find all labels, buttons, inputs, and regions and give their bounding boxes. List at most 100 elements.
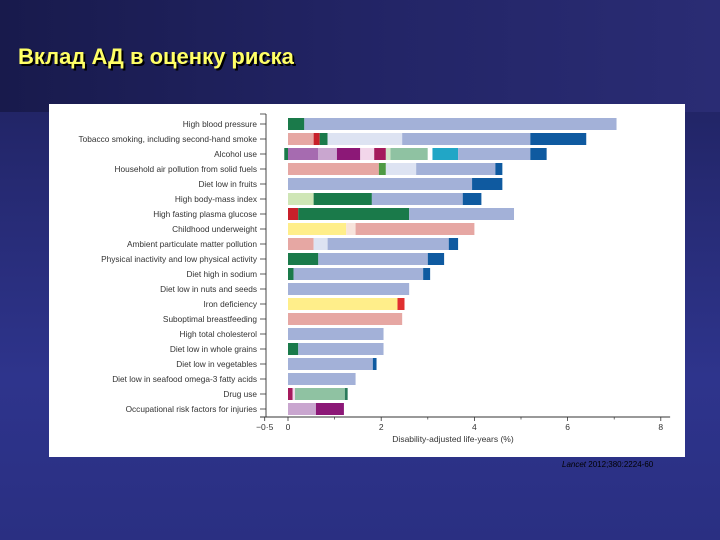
bar-segment [530, 148, 547, 160]
category-label: Ambient particulate matter pollution [127, 239, 257, 249]
category-label: Diet low in nuts and seeds [160, 284, 257, 294]
bar-segment [344, 388, 348, 400]
category-label: Tobacco smoking, including second-hand s… [79, 134, 258, 144]
x-axis-label: Disability-adjusted life-years (%) [392, 434, 514, 444]
title-band [0, 0, 720, 112]
bar-segment [423, 268, 431, 280]
bar-segment [288, 298, 398, 310]
bar-segment [288, 313, 403, 325]
bar-segment [427, 148, 433, 160]
category-label: Alcohol use [214, 149, 257, 159]
bar-segment [360, 148, 375, 160]
bar-segment [288, 223, 347, 235]
bar-segment [288, 133, 314, 145]
bar-segment [402, 133, 531, 145]
bar-segment [390, 148, 428, 160]
category-label: Iron deficiency [204, 299, 258, 309]
category-label: High body-mass index [175, 194, 258, 204]
category-label: Diet high in sodium [186, 269, 257, 279]
category-label: High blood pressure [183, 119, 258, 129]
slide-title: Вклад АД в оценку риска [18, 44, 294, 69]
bar-segment [530, 133, 587, 145]
bar-segment [288, 238, 314, 250]
x-tick-label: 0 [286, 422, 291, 432]
bar-segment [284, 148, 288, 160]
bar-segment [288, 178, 473, 190]
bar-segment [292, 388, 295, 400]
bar-segment [313, 133, 320, 145]
bar-segment [495, 163, 503, 175]
bar-segment [327, 238, 449, 250]
bar-segment [288, 283, 410, 295]
bar-segment [293, 268, 424, 280]
bar-segment [409, 208, 515, 220]
bar-segment [378, 163, 386, 175]
x-tick-label: −0·5 [256, 422, 274, 432]
bar-segment [318, 148, 337, 160]
category-label: Occupational risk factors for injuries [126, 404, 257, 414]
category-label: Childhood underweight [172, 224, 258, 234]
bar-segment [318, 253, 428, 265]
bar-segment [304, 118, 617, 130]
bar-segment [427, 253, 445, 265]
bar-segment [288, 403, 316, 415]
chart-panel: High blood pressure Tobacco smoking, incl… [49, 104, 685, 457]
category-label: Diet low in fruits [198, 179, 257, 189]
bar-segment [327, 133, 403, 145]
bar-segment [288, 253, 319, 265]
category-label: Physical inactivity and low physical act… [101, 254, 258, 264]
bar-segment [288, 148, 319, 160]
bar-segment [336, 148, 361, 160]
bar-segment [448, 238, 459, 250]
bar-segment [298, 208, 410, 220]
bar-segment [288, 343, 299, 355]
bar-segment [346, 223, 356, 235]
bar-segment [294, 388, 345, 400]
bar-segment [385, 163, 417, 175]
bar-segment [288, 118, 305, 130]
category-label: Suboptimal breastfeeding [163, 314, 257, 324]
citation-journal: Lancet [562, 460, 587, 469]
bar-segment [462, 193, 482, 205]
bar-segment [372, 358, 377, 370]
category-label: High fasting plasma glucose [153, 209, 257, 219]
citation-reference: 2012;380:2224-60 [588, 460, 654, 469]
bar-segment [313, 193, 372, 205]
bar-segment [385, 148, 391, 160]
bar-segment [288, 328, 384, 340]
bar-segment [288, 373, 356, 385]
chart-axes: −0·5 0 2 4 6 8 [256, 113, 671, 432]
bar-segments [284, 118, 617, 415]
risk-factor-bar-chart: High blood pressure Tobacco smoking, incl… [79, 113, 671, 444]
x-tick-label: 2 [379, 422, 384, 432]
x-tick-label: 4 [472, 422, 477, 432]
category-label: Diet low in whole grains [170, 344, 257, 354]
category-labels: High blood pressure Tobacco smoking, incl… [79, 119, 258, 414]
bar-segment [288, 358, 373, 370]
bar-segment [371, 193, 463, 205]
bar-segment [288, 208, 299, 220]
bar-segment [298, 343, 384, 355]
bar-segment [288, 388, 293, 400]
bar-segment [374, 148, 386, 160]
category-label: High total cholesterol [180, 329, 258, 339]
category-label: Household air pollution from solid fuels [114, 164, 257, 174]
bar-segment [288, 193, 314, 205]
category-label: Diet low in seafood omega-3 fatty acids [112, 374, 257, 384]
category-label: Diet low in vegetables [176, 359, 257, 369]
bar-segment [416, 163, 496, 175]
bar-segment [472, 178, 503, 190]
bar-segment [432, 148, 459, 160]
x-tick-label: 6 [565, 422, 570, 432]
bar-segment [319, 133, 328, 145]
bar-segment [397, 298, 405, 310]
bar-segment [355, 223, 475, 235]
bar-segment [288, 163, 379, 175]
bar-segment [288, 268, 294, 280]
citation: Lancet 2012;380:2224-60 [562, 460, 653, 469]
category-label: Drug use [223, 389, 257, 399]
bar-segment [313, 238, 328, 250]
x-tick-label: 8 [658, 422, 663, 432]
bar-segment [315, 403, 344, 415]
bar-segment [458, 148, 531, 160]
